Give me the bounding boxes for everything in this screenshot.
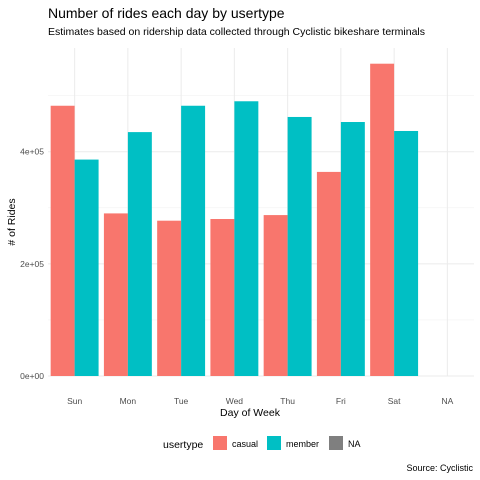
y-tick-label: 4e+05 — [20, 147, 44, 157]
legend-title: usertype — [163, 439, 203, 451]
bar-member-tue — [181, 105, 206, 376]
chart-caption: Source: Cyclistic — [406, 463, 473, 473]
x-tick-label: Wed — [226, 396, 244, 406]
bar-casual-thu — [263, 215, 288, 376]
bar-casual-sat — [370, 63, 395, 376]
y-tick-label: 0e+00 — [20, 371, 44, 381]
legend-label-member: member — [286, 439, 319, 449]
chart-title: Number of rides each day by usertype — [48, 5, 285, 21]
x-axis-ticks: Sun Mon Tue Wed Thu Fri Sat NA — [67, 396, 454, 406]
bar-casual-tue — [157, 220, 182, 376]
x-tick-label: Thu — [280, 396, 295, 406]
legend-label-casual: casual — [232, 439, 258, 449]
x-tick-label: Tue — [174, 396, 189, 406]
legend-label-na: NA — [348, 439, 361, 449]
bar-member-wed — [234, 101, 259, 376]
x-tick-label: Fri — [336, 396, 346, 406]
bar-member-sun — [74, 159, 99, 376]
bar-member-thu — [287, 116, 312, 376]
bar-casual-mon — [103, 213, 128, 376]
bar-member-fri — [340, 122, 365, 376]
y-axis-title: # of Rides — [6, 198, 18, 245]
bars — [50, 63, 419, 376]
bar-casual-fri — [316, 171, 341, 376]
legend-swatch-member — [267, 436, 281, 450]
chart-subtitle: Estimates based on ridership data collec… — [48, 26, 426, 38]
legend-swatch-casual — [213, 436, 227, 450]
x-tick-label: Sun — [67, 396, 82, 406]
bar-member-sat — [394, 130, 419, 376]
legend: usertype casual member NA — [163, 436, 361, 451]
y-tick-label: 2e+05 — [20, 259, 44, 269]
x-tick-label: Mon — [120, 396, 137, 406]
x-tick-label: NA — [441, 396, 453, 406]
x-tick-label: Sat — [388, 396, 401, 406]
bar-casual-sun — [50, 105, 75, 376]
x-axis-title: Day of Week — [220, 407, 281, 419]
bar-member-mon — [127, 132, 152, 376]
legend-swatch-na — [329, 436, 343, 450]
y-axis-ticks: 0e+00 2e+05 4e+05 — [20, 147, 44, 381]
bar-casual-wed — [210, 219, 235, 376]
